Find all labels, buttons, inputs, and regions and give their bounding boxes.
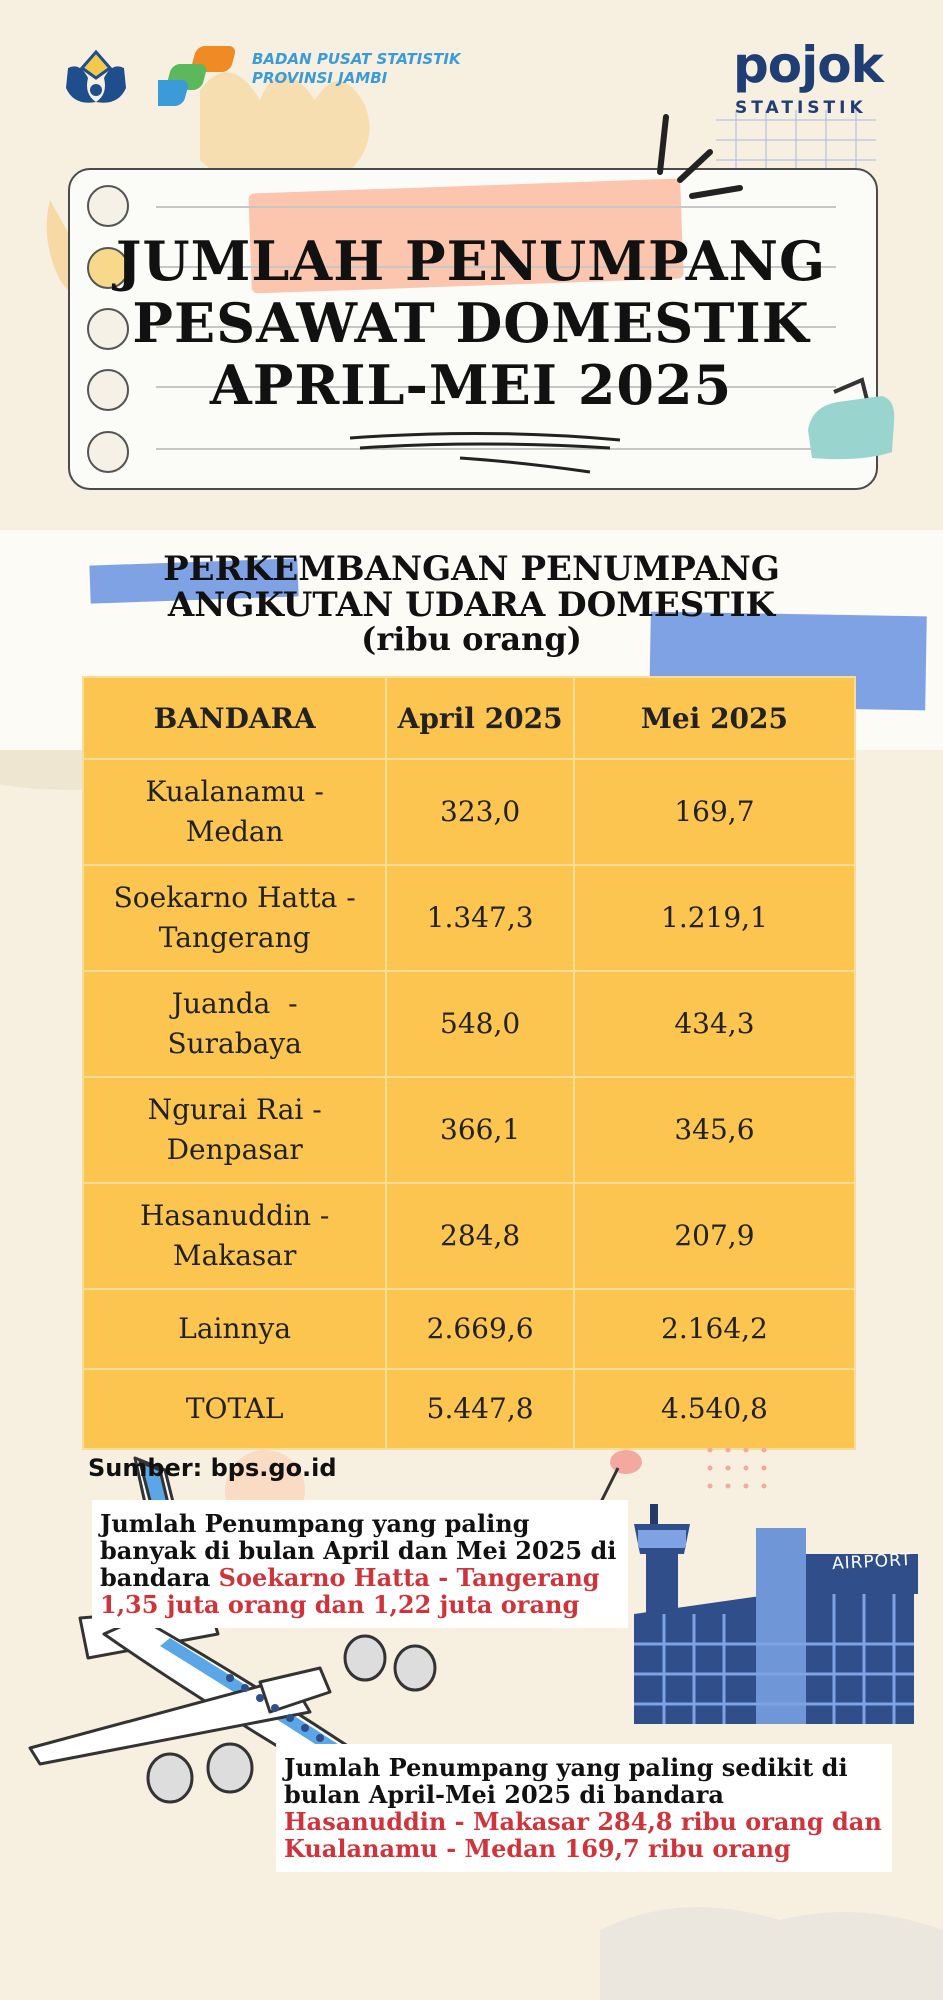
airport-name-l1: Juanda -	[171, 987, 298, 1020]
april-value: 323,0	[385, 758, 575, 866]
table-row: Hasanuddin - Makasar 284,8 207,9	[81, 1182, 857, 1290]
airport-name-l2: Tangerang	[158, 921, 311, 954]
table-header-row: BANDARA April 2025 Mei 2025	[81, 676, 857, 760]
bps-logo-icon	[158, 46, 236, 106]
kabupaten-emblem-icon	[66, 49, 126, 103]
table-row: Lainnya 2.669,6 2.164,2	[81, 1288, 857, 1370]
table-row: Kualanamu - Medan 323,0 169,7	[81, 758, 857, 866]
note-1-text: Jumlah Penumpang yang paling banyak di b…	[100, 1509, 617, 1592]
section-unit: (ribu orang)	[361, 620, 582, 658]
mei-value: 2.164,2	[572, 1288, 857, 1370]
airport-cell: Kualanamu - Medan	[81, 758, 388, 866]
notebook-rule	[156, 206, 836, 208]
section-title-line-2: ANGKUTAN UDARA DOMESTIK	[167, 585, 776, 625]
main-title-line-3: APRIL-MEI 2025	[209, 353, 733, 417]
pojok-brand-name: pojok	[733, 36, 884, 94]
table-row: Juanda - Surabaya 548,0 434,3	[81, 970, 857, 1078]
org-line-2: PROVINSI JAMBI	[252, 69, 388, 87]
notebook-rule	[156, 266, 836, 268]
airport-sign: AIRPORT	[831, 1549, 913, 1575]
bps-org-name: BADAN PUSAT STATISTIK PROVINSI JAMBI	[252, 50, 461, 88]
notebook-rule	[156, 448, 836, 450]
notebook-hole	[87, 247, 129, 289]
pojok-brand-sub: STATISTIK	[735, 98, 867, 118]
notebook-hole	[87, 308, 129, 350]
mei-value: 434,3	[572, 970, 857, 1078]
airport-name-l2: Medan	[185, 815, 284, 848]
note-least-passengers: Jumlah Penumpang yang paling sedikit di …	[276, 1744, 892, 1872]
notebook-hole	[87, 185, 129, 227]
airport-name-l2: Makasar	[172, 1239, 297, 1272]
mei-value: 345,6	[572, 1076, 857, 1184]
mei-value: 169,7	[572, 758, 857, 866]
main-title-line-2: PESAWAT DOMESTIK	[132, 291, 810, 355]
airport-name-l1: Hasanuddin -	[139, 1199, 330, 1232]
note-most-passengers: Jumlah Penumpang yang paling banyak di b…	[92, 1500, 628, 1628]
airport-building-illustration	[634, 1504, 918, 1724]
mei-value: 1.219,1	[572, 864, 857, 972]
source-label: Sumber: bps.go.id	[88, 1454, 337, 1482]
dot-pattern-decoration	[707, 1447, 767, 1489]
scribble-underline	[349, 431, 621, 474]
april-value: 548,0	[385, 970, 575, 1078]
main-title-line-1: JUMLAH PENUMPANG	[115, 229, 827, 293]
table-total-row: TOTAL 5.447,8 4.540,8	[81, 1368, 857, 1450]
notebook-hole	[87, 369, 129, 411]
total-label: TOTAL	[81, 1368, 388, 1450]
note-2-text: Jumlah Penumpang yang paling sedikit di …	[284, 1753, 848, 1809]
notebook-hole	[87, 431, 129, 473]
notebook-rule	[156, 326, 836, 328]
column-header-april: April 2025	[385, 676, 575, 760]
section-title-line-1: PERKEMBANGAN PENUMPANG	[163, 549, 780, 589]
airport-name-l1: Ngurai Rai -	[147, 1093, 322, 1126]
airport-cell: Juanda - Surabaya	[81, 970, 388, 1078]
mei-value: 207,9	[572, 1182, 857, 1290]
notebook-rule	[156, 386, 836, 388]
airport-name-l1: Soekarno Hatta -	[113, 881, 356, 914]
airport-name-l1: Kualanamu -	[145, 775, 324, 808]
april-value: 284,8	[385, 1182, 575, 1290]
airport-cell: Lainnya	[81, 1288, 388, 1370]
org-line-1: BADAN PUSAT STATISTIK	[252, 50, 461, 68]
airport-cell: Soekarno Hatta - Tangerang	[81, 864, 388, 972]
april-value: 2.669,6	[385, 1288, 575, 1370]
table-row: Soekarno Hatta - Tangerang 1.347,3 1.219,…	[81, 864, 857, 972]
sparkle-lines-decoration	[657, 114, 743, 199]
airport-name-l2: Surabaya	[167, 1027, 302, 1060]
april-value: 366,1	[385, 1076, 575, 1184]
airport-cell: Ngurai Rai - Denpasar	[81, 1076, 388, 1184]
mei-total: 4.540,8	[572, 1368, 857, 1450]
column-header-mei: Mei 2025	[572, 676, 857, 760]
april-value: 1.347,3	[385, 864, 575, 972]
passenger-table: BANDARA April 2025 Mei 2025 Kualanamu - M…	[81, 676, 857, 1450]
column-header-bandara: BANDARA	[81, 676, 388, 760]
airport-name-l2: Denpasar	[166, 1133, 303, 1166]
april-total: 5.447,8	[385, 1368, 575, 1450]
note-2-highlight: Hasanuddin - Makasar 284,8 ribu orang da…	[284, 1807, 882, 1863]
binder-clip-icon	[808, 377, 895, 460]
note-1-highlight: Soekarno Hatta - Tangerang 1,35 juta ora…	[100, 1563, 600, 1619]
table-row: Ngurai Rai - Denpasar 366,1 345,6	[81, 1076, 857, 1184]
airport-cell: Hasanuddin - Makasar	[81, 1182, 388, 1290]
